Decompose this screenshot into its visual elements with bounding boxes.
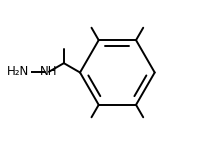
Text: NH: NH (40, 65, 58, 78)
Text: H₂N: H₂N (7, 65, 29, 78)
